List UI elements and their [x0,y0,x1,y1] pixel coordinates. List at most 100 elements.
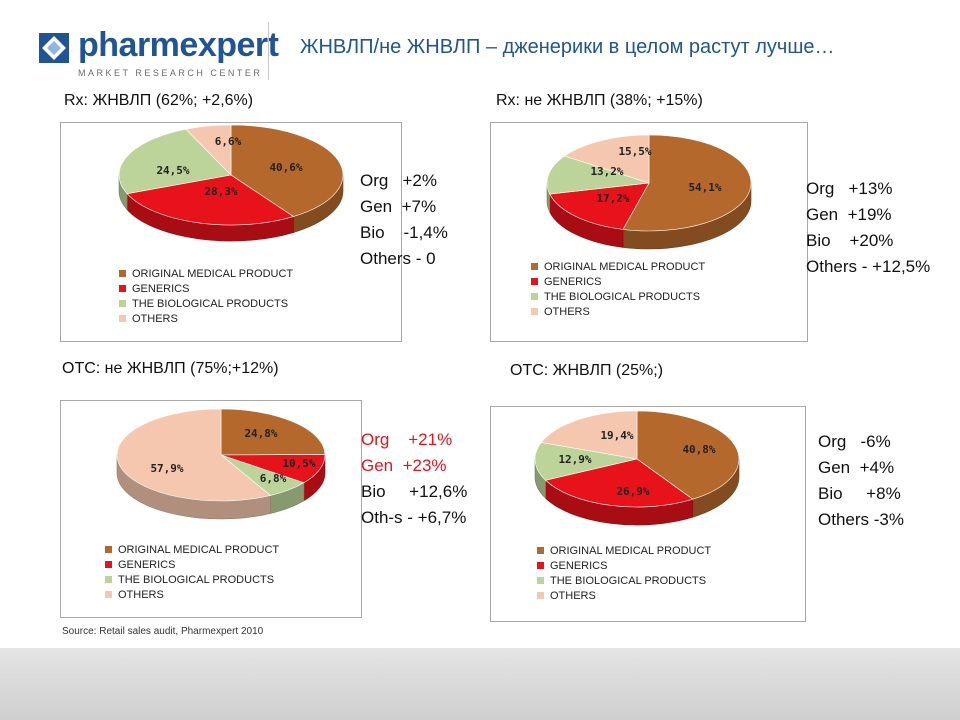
pie-data-label: 12,9% [558,453,591,466]
legend-item-generics: GENERICS [119,281,293,296]
legend-swatch [119,285,126,292]
chart-legend: ORIGINAL MEDICAL PRODUCT GENERICS THE BIOL… [537,543,711,603]
growth-note-line: Org +13% [806,179,893,198]
legend-item-biological: THE BIOLOGICAL PRODUCTS [119,296,293,311]
legend-swatch [537,577,544,584]
pie-slice-original [622,134,752,232]
pie-svg: 40,6% 28,3% 24,5% 6,6% [118,124,344,242]
growth-note-line: Org +21% [361,430,453,449]
pie-slice-generics [220,454,326,484]
slide-title: ЖНВЛП/не ЖНВЛП – дженерики в целом расту… [300,36,835,58]
legend-label: THE BIOLOGICAL PRODUCTS [118,573,275,586]
legend-label: OTHERS [544,305,590,318]
growth-note-line: Gen +4% [818,458,895,477]
pie-chart-otc-non-zhnvlp: 24,8% 10,5% 6,8% 57,9% ORIGINAL MEDICAL PROD… [60,400,362,618]
growth-notes-rx-zhnvlp: Org +2% Gen +7% Bio -1,4% Others - 0 [360,168,448,272]
growth-notes-otc-zhnvlp: Org -6% Gen +4% Bio +8% Others -3% [818,429,904,533]
legend-item-others: OTHERS [119,311,293,326]
pie-chart-otc-zhnvlp: 40,8% 26,9% 12,9% 19,4% ORIGINAL MEDICAL PRO… [490,406,806,622]
legend-label: THE BIOLOGICAL PRODUCTS [132,297,289,310]
growth-note-line: Org +2% [360,171,438,190]
legend-item-others: OTHERS [537,588,711,603]
pie-slice-others [116,408,272,502]
legend-label: OTHERS [132,312,178,325]
logo-diamond-icon [39,33,69,63]
legend-swatch [105,546,112,553]
growth-note-line: Gen +7% [360,197,437,216]
pie-data-label: 17,2% [596,192,629,205]
chart-title-otc-zhnvlp: OTC: ЖНВЛП (25%;) [510,362,664,379]
pie-data-label: 19,4% [600,429,633,442]
source-note: Source: Retail sales audit, Pharmexpert … [62,626,264,637]
pie-slice-others [540,410,638,460]
logo-wordmark: pharmexpert [78,26,279,64]
legend-label: GENERICS [132,282,190,295]
legend-swatch [119,315,126,322]
legend-swatch [105,576,112,583]
legend-item-original: ORIGINAL MEDICAL PRODUCT [119,266,293,281]
pie-chart-rx-non-zhnvlp: 54,1% 17,2% 13,2% 15,5% ORIGINAL MEDICAL PRO… [490,122,808,342]
pie-data-label: 54,1% [688,181,721,194]
chart-title-rx-non-zhnvlp: Rx: не ЖНВЛП (38%; +15%) [496,92,703,109]
growth-note-line: Others - 0 [360,249,436,268]
pie-data-label: 26,9% [616,485,649,498]
legend-item-biological: THE BIOLOGICAL PRODUCTS [537,573,711,588]
chart-legend: ORIGINAL MEDICAL PRODUCT GENERICS THE BIOL… [119,266,293,326]
growth-notes-otc-non-zhnvlp: Org +21% Gen +23% Bio +12,6% Oth-s - +6,7% [361,427,467,531]
pie-data-label: 40,6% [269,161,302,174]
legend-swatch [537,592,544,599]
legend-label: THE BIOLOGICAL PRODUCTS [550,574,707,587]
growth-note-line: Oth-s - +6,7% [361,508,467,527]
legend-label: OTHERS [118,588,164,601]
legend-swatch [537,547,544,554]
legend-label: OTHERS [550,589,596,602]
growth-note-line: Bio +12,6% [361,482,468,501]
growth-note-line: Gen +23% [361,456,447,475]
legend-item-others: OTHERS [105,587,279,602]
pie-data-label: 57,9% [150,462,183,475]
legend-item-original: ORIGINAL MEDICAL PRODUCT [105,542,279,557]
growth-note-line: Bio +20% [806,231,894,250]
pie-chart-rx-zhnvlp: 40,6% 28,3% 24,5% 6,6% ORIGINAL MEDICAL PROD… [60,122,402,342]
growth-note-line: Bio -1,4% [360,223,448,242]
legend-label: ORIGINAL MEDICAL PRODUCT [544,260,706,273]
legend-swatch [119,270,126,277]
legend-swatch [531,278,538,285]
pie-slice-others [185,124,232,176]
legend-swatch [119,300,126,307]
legend-label: GENERICS [118,558,176,571]
pie-svg: 40,8% 26,9% 12,9% 19,4% [534,410,740,526]
legend-swatch [105,561,112,568]
header-divider [268,22,269,80]
legend-item-generics: GENERICS [537,558,711,573]
pie-slice-original [230,124,344,217]
chart-title-rx-zhnvlp: Rx: ЖНВЛП (62%; +2,6%) [64,92,254,109]
pie-slice-others [563,134,650,184]
pie-slice-generics [544,458,694,508]
growth-notes-rx-non-zhnvlp: Org +13% Gen +19% Bio +20% Others - +12,5% [806,176,930,280]
legend-label: GENERICS [550,559,608,572]
footer-band [0,648,960,720]
legend-label: ORIGINAL MEDICAL PRODUCT [132,267,294,280]
legend-item-original: ORIGINAL MEDICAL PRODUCT [531,259,705,274]
growth-note-line: Bio +8% [818,484,901,503]
pie-data-label: 40,8% [682,443,715,456]
pie-slice-biological [118,128,232,195]
legend-swatch [537,562,544,569]
pie-slice-generics [549,182,650,230]
pie-data-label: 10,5% [282,457,315,470]
legend-swatch [531,293,538,300]
legend-swatch [531,263,538,270]
legend-item-generics: GENERICS [105,557,279,572]
pie-slice-original [220,408,326,456]
growth-note-line: Others - +12,5% [806,257,931,276]
pie-data-label: 28,3% [204,185,237,198]
growth-note-line: Gen +19% [806,205,892,224]
pie-svg: 24,8% 10,5% 6,8% 57,9% [116,408,326,520]
legend-label: ORIGINAL MEDICAL PRODUCT [550,544,712,557]
chart-legend: ORIGINAL MEDICAL PRODUCT GENERICS THE BIOL… [105,542,279,602]
legend-item-biological: THE BIOLOGICAL PRODUCTS [105,572,279,587]
legend-swatch [105,591,112,598]
legend-swatch [531,308,538,315]
pie-data-label: 24,5% [156,164,189,177]
